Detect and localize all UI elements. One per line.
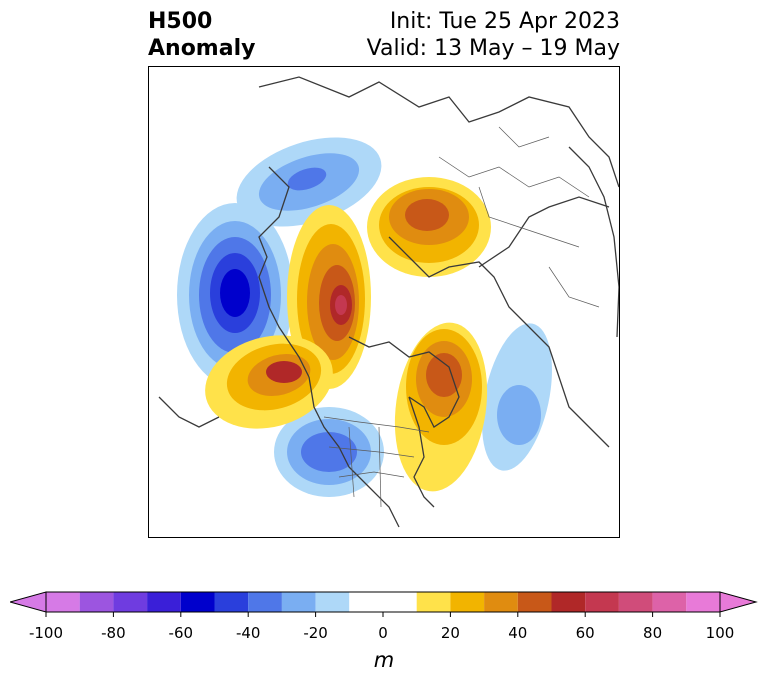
map-canvas xyxy=(158,76,619,528)
coastlines xyxy=(158,76,619,528)
colorbar-tick-label: -100 xyxy=(28,624,64,642)
negative-anomaly-north xyxy=(236,137,382,227)
colorbar-segment xyxy=(147,592,181,612)
colorbar-tick-label: -60 xyxy=(168,624,194,642)
title-field: Anomaly xyxy=(148,36,256,61)
colorbar-segment xyxy=(618,592,653,612)
positive-anomaly-alaska xyxy=(205,335,333,429)
colorbar-tick-label: -40 xyxy=(235,624,261,642)
colorbar-segment xyxy=(180,592,215,612)
colorbar-min-extension xyxy=(10,591,47,613)
colorbar-segment xyxy=(79,592,114,612)
map-title: H500 Anomaly xyxy=(148,8,255,62)
negative-anomaly-atlantic xyxy=(482,323,552,471)
anomaly-map xyxy=(148,66,620,538)
colorbar-max-extension xyxy=(719,591,758,613)
colorbar-tick-label: 60 xyxy=(575,624,595,642)
colorbar-tick-label: 40 xyxy=(508,624,528,642)
colorbar-segment xyxy=(248,592,282,612)
colorbar-segment xyxy=(113,592,148,612)
colorbar-tick-label: 0 xyxy=(378,624,388,642)
colorbar-segment xyxy=(281,592,316,612)
map-dates: Init: Tue 25 Apr 2023 Valid: 13 May – 19… xyxy=(367,8,620,62)
colorbar-tick-label: -80 xyxy=(101,624,126,642)
colorbar-segment xyxy=(349,592,417,612)
political-borders xyxy=(323,126,600,508)
colorbar xyxy=(10,591,758,617)
colorbar-segment xyxy=(484,592,518,612)
colorbar-segments xyxy=(46,592,720,612)
colorbar-segment xyxy=(517,592,552,612)
colorbar-tick-label: 80 xyxy=(643,624,663,642)
valid-range: Valid: 13 May – 19 May xyxy=(366,36,620,61)
colorbar-segment xyxy=(686,592,720,612)
colorbar-segment xyxy=(551,592,586,612)
colorbar-unit: m xyxy=(373,648,395,672)
positive-anomaly-east xyxy=(394,322,488,492)
colorbar-segment xyxy=(46,592,80,612)
colorbar-segment xyxy=(585,592,619,612)
title-variable: H500 xyxy=(148,9,213,34)
colorbar-tick-label: 100 xyxy=(705,624,735,642)
init-date: Init: Tue 25 Apr 2023 xyxy=(389,9,620,34)
colorbar-segment xyxy=(315,592,350,612)
colorbar-tick-label: -20 xyxy=(303,624,328,642)
colorbar-segment xyxy=(450,592,485,612)
colorbar-segment xyxy=(416,592,451,612)
colorbar-segment xyxy=(652,592,687,612)
colorbar-tick-marks xyxy=(45,612,721,617)
colorbar-tick-label: 20 xyxy=(440,624,460,642)
colorbar-segment xyxy=(214,592,249,612)
